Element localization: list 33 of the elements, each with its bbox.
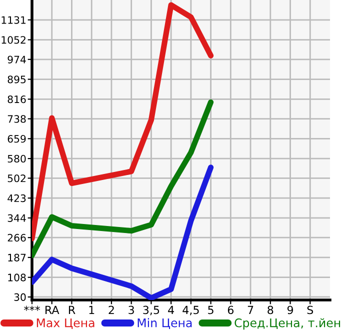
y-tick-label: 1131 — [2, 16, 26, 24]
y-tick-label: 30 — [14, 293, 26, 301]
y-tick-label: 423 — [8, 194, 26, 202]
legend-label: Max Цена — [36, 318, 94, 329]
y-tick-label: 187 — [8, 254, 26, 262]
x-tick-label: 3 — [128, 306, 134, 314]
x-tick-label: 8 — [268, 306, 274, 314]
x-tick-label: 4 — [168, 306, 174, 314]
y-tick-label: 502 — [8, 174, 26, 182]
x-tick-label: S — [307, 306, 314, 314]
x-tick-label: 9 — [287, 306, 294, 314]
y-tick-label: 974 — [8, 56, 26, 64]
x-tick-label: 6 — [228, 306, 234, 314]
y-tick-label: 1052 — [2, 36, 26, 44]
y-tick-label: 816 — [8, 95, 26, 104]
y-tick-label: 738 — [8, 115, 26, 123]
x-tick-label: *** — [24, 306, 40, 311]
x-tick-label: RA — [46, 306, 60, 314]
y-tick-label: 580 — [8, 154, 26, 163]
y-tick-label: 659 — [8, 135, 26, 143]
x-tick-label: 7 — [248, 306, 254, 314]
x-tick-label: 5 — [208, 306, 214, 314]
legend-label: Min Цена — [138, 318, 192, 329]
x-tick-label: 2 — [108, 306, 114, 314]
y-tick-label: 344 — [8, 214, 26, 222]
x-tick-label: 3,5 — [143, 306, 160, 316]
x-tick-label: R — [68, 306, 76, 314]
x-tick-label: 4,5 — [182, 306, 199, 316]
y-tick-label: 266 — [8, 234, 26, 242]
legend-label: Сред.Цена, т.йен — [234, 318, 340, 330]
y-tick-label: 895 — [8, 76, 26, 84]
y-tick-label: 108 — [8, 274, 26, 282]
x-tick-label: 1 — [89, 306, 94, 314]
